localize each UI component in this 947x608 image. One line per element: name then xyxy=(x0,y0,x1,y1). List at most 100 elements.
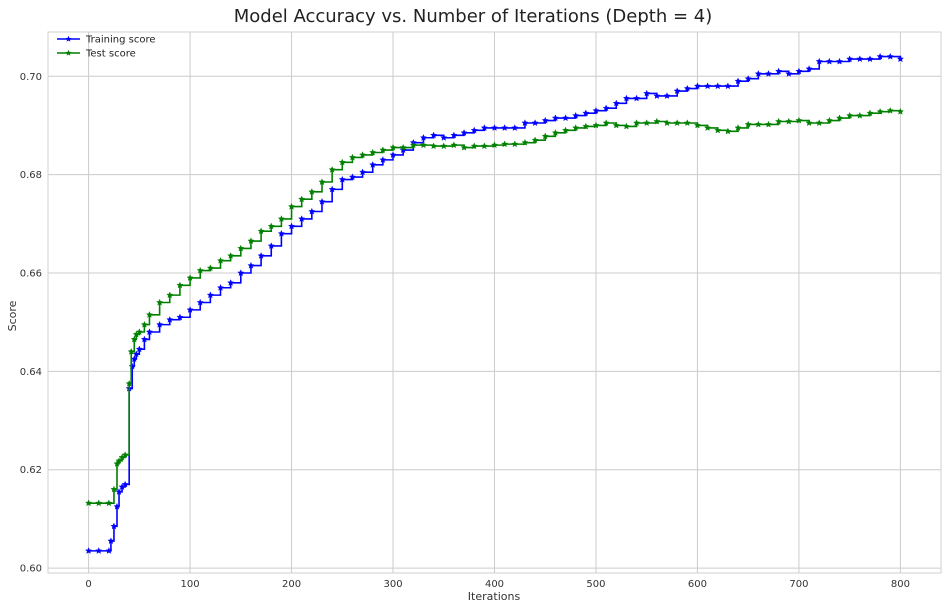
data-point xyxy=(379,146,387,154)
x-tick-label: 0 xyxy=(85,579,91,590)
legend-item-test-score: Test score xyxy=(57,49,136,60)
y-tick-label: 0.64 xyxy=(20,367,42,378)
data-point xyxy=(582,109,590,117)
data-point xyxy=(693,121,701,129)
data-point xyxy=(328,165,336,173)
data-point xyxy=(308,188,316,195)
y-tick-label: 0.62 xyxy=(20,465,42,476)
data-point xyxy=(277,215,285,222)
data-point xyxy=(399,146,407,154)
data-point xyxy=(115,488,123,495)
data-point xyxy=(440,142,448,150)
data-point xyxy=(216,256,225,264)
data-point xyxy=(724,127,732,135)
data-point xyxy=(419,141,428,149)
data-point xyxy=(206,291,214,299)
data-point xyxy=(856,55,864,63)
data-point xyxy=(683,84,691,92)
data-point xyxy=(237,269,245,277)
series-layer xyxy=(85,52,904,554)
data-point xyxy=(115,457,123,464)
data-point xyxy=(127,347,135,355)
data-point xyxy=(430,131,438,139)
data-point xyxy=(501,124,509,131)
data-point xyxy=(896,55,904,63)
data-point xyxy=(541,132,549,140)
data-point xyxy=(196,298,204,306)
data-point xyxy=(896,107,904,115)
data-point xyxy=(643,119,651,127)
data-point xyxy=(846,55,854,63)
data-point xyxy=(805,65,813,72)
data-point xyxy=(825,57,833,65)
data-point xyxy=(825,116,833,124)
y-tick-label: 0.68 xyxy=(20,170,42,181)
data-point xyxy=(572,124,580,131)
data-point xyxy=(227,252,235,259)
legend-label: Test score xyxy=(85,49,136,60)
data-point xyxy=(110,485,118,493)
data-point xyxy=(835,114,844,122)
data-point xyxy=(308,207,316,215)
data-point xyxy=(612,121,620,129)
data-point xyxy=(176,281,184,289)
legend-marker xyxy=(65,49,72,56)
data-point xyxy=(318,197,326,205)
data-point xyxy=(95,547,103,554)
data-point xyxy=(480,142,488,150)
chart-title: Model Accuracy vs. Number of Iterations … xyxy=(234,6,713,27)
data-point xyxy=(511,140,519,148)
y-axis-label: Score xyxy=(6,300,19,331)
data-point xyxy=(409,141,417,149)
data-point xyxy=(130,335,138,343)
data-point xyxy=(714,126,722,134)
data-point xyxy=(704,82,712,90)
data-point xyxy=(113,502,121,510)
data-point xyxy=(582,122,590,130)
data-point xyxy=(338,175,346,183)
data-point xyxy=(328,185,336,193)
data-point xyxy=(734,124,742,131)
data-point xyxy=(572,111,580,119)
x-tick-label: 700 xyxy=(789,579,808,590)
data-point xyxy=(551,114,559,122)
data-point xyxy=(359,168,367,176)
data-point xyxy=(663,119,671,127)
data-point xyxy=(132,350,140,358)
data-point xyxy=(121,451,129,458)
data-point xyxy=(764,70,773,77)
data-point xyxy=(795,67,803,75)
data-point xyxy=(764,120,773,128)
data-point xyxy=(257,252,265,259)
data-point xyxy=(348,173,356,181)
data-point xyxy=(876,107,884,115)
data-point xyxy=(338,158,346,166)
data-point xyxy=(156,298,164,306)
legend-label: Training score xyxy=(85,35,156,46)
data-point xyxy=(561,114,570,122)
data-point xyxy=(470,142,478,150)
data-point xyxy=(754,70,762,77)
data-point xyxy=(121,480,129,488)
data-point xyxy=(683,119,691,127)
data-point xyxy=(602,104,610,112)
data-point xyxy=(724,82,732,90)
data-point xyxy=(866,109,874,117)
data-point xyxy=(795,116,803,124)
data-point xyxy=(105,499,113,507)
data-point xyxy=(318,178,326,186)
data-point xyxy=(359,151,367,158)
data-point xyxy=(135,345,143,353)
x-tick-label: 500 xyxy=(586,579,605,590)
x-tick-label: 100 xyxy=(181,579,200,590)
data-point xyxy=(85,499,93,507)
data-point xyxy=(866,55,874,63)
data-point xyxy=(369,148,377,156)
data-point xyxy=(247,237,255,245)
data-point xyxy=(216,284,225,291)
data-point xyxy=(673,119,681,127)
data-point xyxy=(511,124,519,131)
data-point xyxy=(227,279,235,286)
